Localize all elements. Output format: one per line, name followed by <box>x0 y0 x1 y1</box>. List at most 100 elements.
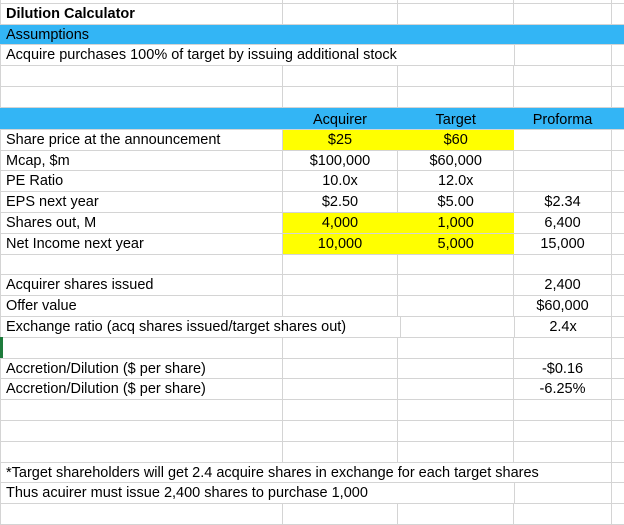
cell[interactable] <box>515 45 613 66</box>
cell[interactable] <box>612 87 624 107</box>
cell[interactable] <box>398 296 515 316</box>
target-value[interactable]: 12.0x <box>398 171 515 192</box>
cell[interactable] <box>612 504 624 524</box>
cell[interactable] <box>0 86 283 107</box>
cell[interactable] <box>398 420 515 441</box>
cell[interactable] <box>398 86 515 107</box>
cell[interactable] <box>398 66 515 86</box>
metric-label[interactable]: Net Income next year <box>0 233 283 254</box>
deal-label[interactable]: Acquirer shares issued <box>0 275 283 296</box>
cell[interactable] <box>514 0 612 3</box>
cell[interactable] <box>0 420 283 441</box>
metric-label[interactable]: Share price at the announcement <box>0 129 283 150</box>
deal-value[interactable]: 2.4x <box>515 316 613 337</box>
cell[interactable] <box>0 504 283 524</box>
cell[interactable] <box>612 379 624 399</box>
cell[interactable] <box>0 400 283 420</box>
note-text[interactable]: *Target shareholders will get 2.4 acquir… <box>6 464 539 481</box>
cell[interactable] <box>612 421 624 441</box>
cell[interactable] <box>612 296 624 316</box>
deal-value[interactable]: 2,400 <box>514 275 612 296</box>
metric-label[interactable]: EPS next year <box>0 192 283 212</box>
proforma-value[interactable] <box>514 129 612 150</box>
cell[interactable] <box>283 420 399 441</box>
cell[interactable] <box>612 463 624 483</box>
proforma-value[interactable]: 6,400 <box>514 212 612 233</box>
accretion-value[interactable]: -6.25% <box>514 379 612 400</box>
col-header-proforma[interactable]: Proforma <box>514 107 612 129</box>
cell[interactable] <box>612 275 624 295</box>
cell[interactable] <box>612 483 624 503</box>
sheet-title[interactable]: Dilution Calculator <box>0 3 283 24</box>
proforma-value[interactable] <box>514 150 612 171</box>
cell[interactable] <box>283 0 399 3</box>
acquirer-value[interactable]: 4,000 <box>282 212 399 233</box>
target-value[interactable]: 1,000 <box>398 212 515 233</box>
acquirer-value[interactable]: 10,000 <box>282 233 399 254</box>
cell[interactable] <box>286 463 401 483</box>
cell[interactable] <box>0 66 283 86</box>
acquirer-value[interactable]: $25 <box>282 129 399 150</box>
cell[interactable] <box>283 358 399 379</box>
cell[interactable] <box>283 504 399 524</box>
cell[interactable] <box>612 130 624 150</box>
cell[interactable] <box>612 0 624 3</box>
accretion-label[interactable]: Accretion/Dilution ($ per share) <box>0 379 283 400</box>
cell[interactable] <box>612 151 624 171</box>
cell[interactable] <box>612 45 624 65</box>
cell[interactable] <box>514 400 612 420</box>
cell[interactable] <box>612 25 624 45</box>
cell[interactable] <box>283 296 399 316</box>
cell[interactable] <box>398 400 515 420</box>
cell[interactable] <box>612 192 624 212</box>
cell[interactable] <box>286 45 401 65</box>
cell[interactable] <box>286 483 401 503</box>
acquirer-value[interactable]: 10.0x <box>283 171 399 192</box>
cell[interactable] <box>398 24 515 45</box>
cell[interactable] <box>612 317 624 337</box>
cell[interactable] <box>0 337 283 358</box>
metric-label[interactable]: PE Ratio <box>0 171 283 192</box>
cell[interactable] <box>514 254 612 275</box>
cell[interactable] <box>0 107 283 129</box>
proforma-value[interactable] <box>514 171 612 192</box>
cell[interactable] <box>398 504 515 524</box>
accretion-label[interactable]: Accretion/Dilution ($ per share) <box>0 358 283 379</box>
cell[interactable] <box>612 66 624 86</box>
cell[interactable] <box>398 3 515 24</box>
cell[interactable] <box>514 3 612 24</box>
cell[interactable] <box>398 337 515 358</box>
deal-label[interactable]: Exchange ratio (acq shares issued/target… <box>6 318 347 335</box>
target-value[interactable]: $5.00 <box>398 192 515 212</box>
deal-value[interactable]: $60,000 <box>514 296 612 316</box>
cell[interactable] <box>283 337 399 358</box>
cell[interactable] <box>515 483 613 504</box>
cell[interactable] <box>612 255 624 275</box>
proforma-value[interactable]: 15,000 <box>514 233 612 254</box>
cell[interactable] <box>283 379 399 400</box>
cell[interactable] <box>612 108 624 129</box>
cell[interactable] <box>612 171 624 191</box>
metric-label[interactable]: Mcap, $m <box>0 150 283 171</box>
target-value[interactable]: $60,000 <box>398 150 515 171</box>
cell[interactable] <box>401 316 516 337</box>
cell[interactable] <box>283 3 399 24</box>
cell[interactable] <box>283 400 399 420</box>
cell[interactable] <box>0 254 283 275</box>
col-header-acquirer[interactable]: Acquirer <box>283 107 399 129</box>
cell[interactable] <box>612 4 624 24</box>
proforma-value[interactable]: $2.34 <box>514 192 612 212</box>
cell[interactable] <box>398 254 515 275</box>
note-text[interactable]: Thus acuirer must issue 2,400 shares to … <box>6 485 368 502</box>
cell[interactable] <box>612 338 624 358</box>
cell[interactable] <box>612 213 624 233</box>
cell[interactable] <box>398 358 515 379</box>
cell[interactable] <box>283 254 399 275</box>
cell[interactable] <box>612 234 624 254</box>
cell[interactable] <box>283 66 399 86</box>
deal-label[interactable]: Offer value <box>0 296 283 316</box>
cell[interactable] <box>398 379 515 400</box>
acquirer-value[interactable]: $2.50 <box>283 192 399 212</box>
cell[interactable] <box>612 400 624 420</box>
cell[interactable] <box>401 463 516 483</box>
